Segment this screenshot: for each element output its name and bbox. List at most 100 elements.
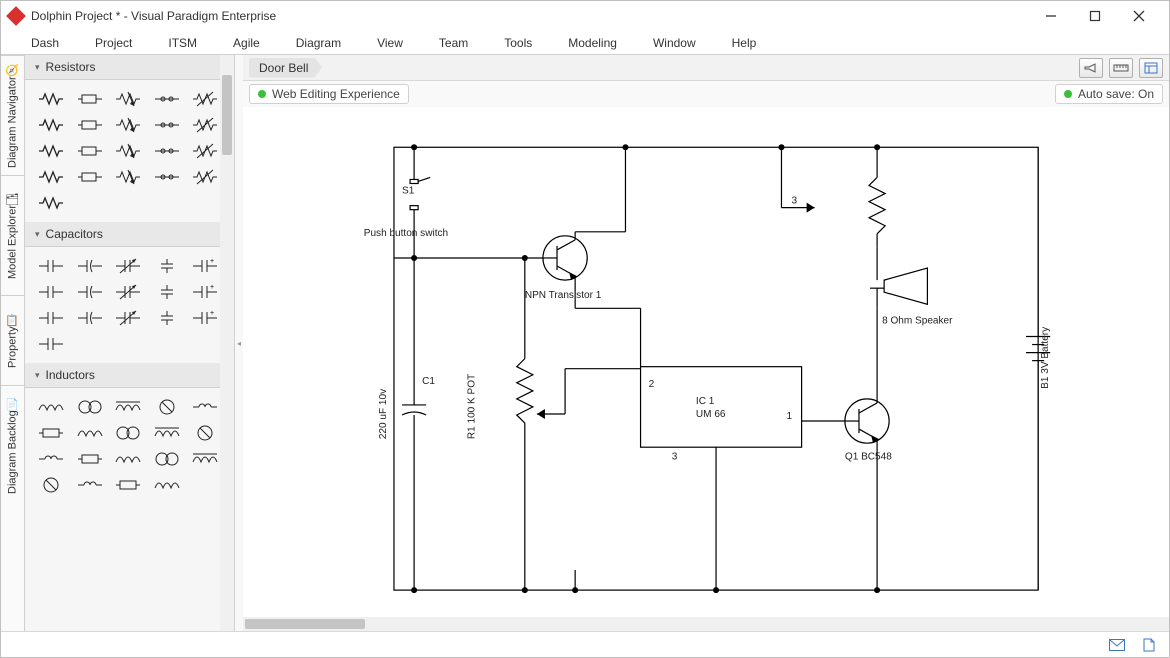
- side-tab-model-explorer[interactable]: Model Explorer 🗂: [1, 175, 24, 295]
- inductor-symbol[interactable]: [151, 448, 183, 470]
- resistor-symbol[interactable]: [189, 114, 221, 136]
- svg-text:+: +: [210, 258, 214, 265]
- resistor-symbol[interactable]: [112, 88, 144, 110]
- inductor-symbol[interactable]: [112, 474, 144, 496]
- inductor-symbol[interactable]: [189, 396, 221, 418]
- canvas-hscrollbar[interactable]: [243, 617, 1169, 631]
- splitter-handle[interactable]: [235, 55, 243, 631]
- resistor-symbol[interactable]: [151, 166, 183, 188]
- inductor-symbol[interactable]: [74, 422, 106, 444]
- inductor-symbol[interactable]: [151, 474, 183, 496]
- inductor-symbol[interactable]: [112, 422, 144, 444]
- side-tab-diagram-navigator[interactable]: Diagram Navigator 🧭: [1, 55, 24, 175]
- capacitor-symbol[interactable]: [35, 333, 67, 355]
- palette-header-capacitors[interactable]: Capacitors: [25, 222, 234, 247]
- close-button[interactable]: [1117, 2, 1161, 30]
- inductor-symbol[interactable]: [151, 422, 183, 444]
- resistor-symbol[interactable]: [151, 140, 183, 162]
- svg-text:+: +: [210, 284, 214, 291]
- resistor-symbol[interactable]: [35, 114, 67, 136]
- bottom-bar: [1, 631, 1169, 657]
- capacitor-symbol[interactable]: [151, 307, 183, 329]
- resistor-symbol[interactable]: [74, 114, 106, 136]
- resistor-symbol[interactable]: [151, 114, 183, 136]
- inductor-symbol[interactable]: [74, 448, 106, 470]
- status-left[interactable]: Web Editing Experience: [249, 84, 409, 104]
- capacitor-symbol[interactable]: [112, 281, 144, 303]
- resistor-symbol[interactable]: [35, 192, 67, 214]
- palette-header-resistors[interactable]: Resistors: [25, 55, 234, 80]
- inductor-symbol[interactable]: [35, 396, 67, 418]
- resistor-symbol[interactable]: [74, 88, 106, 110]
- inductor-symbol[interactable]: [35, 448, 67, 470]
- doc-icon[interactable]: [1141, 638, 1157, 652]
- breadcrumb-chip[interactable]: Door Bell: [249, 58, 322, 78]
- menu-view[interactable]: View: [359, 32, 421, 54]
- capacitor-symbol[interactable]: [74, 281, 106, 303]
- resistor-symbol[interactable]: [112, 114, 144, 136]
- resistor-symbol[interactable]: [112, 140, 144, 162]
- menu-help[interactable]: Help: [714, 32, 775, 54]
- capacitor-symbol[interactable]: [74, 255, 106, 277]
- menu-dash[interactable]: Dash: [13, 32, 77, 54]
- resistor-symbol[interactable]: [151, 88, 183, 110]
- diagram-canvas[interactable]: S1 Push button switch NPN Transistor 1: [243, 107, 1169, 617]
- inductor-symbol[interactable]: [74, 474, 106, 496]
- menu-tools[interactable]: Tools: [486, 32, 550, 54]
- navigator-icon: 🧭: [6, 63, 20, 77]
- palette-header-inductors[interactable]: Inductors: [25, 363, 234, 388]
- mail-icon[interactable]: [1109, 638, 1125, 652]
- side-tab-diagram-backlog[interactable]: Diagram Backlog 📄: [1, 385, 24, 505]
- resistor-symbol[interactable]: [189, 166, 221, 188]
- capacitor-symbol[interactable]: [112, 255, 144, 277]
- palette-scrollbar[interactable]: [220, 55, 234, 631]
- ruler-icon[interactable]: [1109, 58, 1133, 78]
- minimize-button[interactable]: [1029, 2, 1073, 30]
- capacitor-symbol[interactable]: +: [189, 281, 221, 303]
- resistor-symbol[interactable]: [74, 166, 106, 188]
- inductor-symbol[interactable]: [74, 396, 106, 418]
- menu-modeling[interactable]: Modeling: [550, 32, 635, 54]
- inductor-symbol[interactable]: [189, 422, 221, 444]
- resistor-symbol[interactable]: [189, 88, 221, 110]
- megaphone-icon[interactable]: [1079, 58, 1103, 78]
- capacitor-symbol[interactable]: [151, 255, 183, 277]
- inductor-symbol[interactable]: [35, 422, 67, 444]
- inductor-symbol[interactable]: [151, 396, 183, 418]
- inductor-symbol[interactable]: [189, 448, 221, 470]
- backlog-icon: 📄: [6, 397, 20, 411]
- status-right[interactable]: Auto save: On: [1055, 84, 1163, 104]
- side-tab-property[interactable]: Property 📋: [1, 295, 24, 385]
- resistor-symbol[interactable]: [189, 140, 221, 162]
- capacitor-symbol[interactable]: [74, 307, 106, 329]
- menu-diagram[interactable]: Diagram: [278, 32, 359, 54]
- inductor-symbol[interactable]: [112, 396, 144, 418]
- resistor-symbol[interactable]: [35, 88, 67, 110]
- menu-itsm[interactable]: ITSM: [150, 32, 215, 54]
- side-tabs: Diagram Navigator 🧭 Model Explorer 🗂 Pro…: [1, 55, 25, 631]
- resistor-symbol[interactable]: [74, 140, 106, 162]
- menu-team[interactable]: Team: [421, 32, 486, 54]
- capacitor-symbol[interactable]: [151, 281, 183, 303]
- menu-project[interactable]: Project: [77, 32, 150, 54]
- canvas-hscroll-thumb[interactable]: [245, 619, 365, 629]
- palette-title: Inductors: [46, 368, 95, 382]
- palette-scroll-thumb[interactable]: [222, 75, 232, 155]
- inductor-symbol[interactable]: [112, 448, 144, 470]
- resistor-symbol[interactable]: [35, 140, 67, 162]
- palette-title: Capacitors: [46, 227, 103, 241]
- inductor-symbol[interactable]: [35, 474, 67, 496]
- capacitor-symbol[interactable]: [112, 307, 144, 329]
- resistor-symbol[interactable]: [112, 166, 144, 188]
- maximize-button[interactable]: [1073, 2, 1117, 30]
- capacitor-symbol[interactable]: [35, 281, 67, 303]
- menu-agile[interactable]: Agile: [215, 32, 278, 54]
- layout-icon[interactable]: [1139, 58, 1163, 78]
- capacitor-symbol[interactable]: [35, 307, 67, 329]
- resistor-symbol[interactable]: [35, 166, 67, 188]
- capacitor-symbol[interactable]: +: [189, 255, 221, 277]
- palette-grid-capacitors: + + +: [25, 247, 234, 363]
- menu-window[interactable]: Window: [635, 32, 714, 54]
- capacitor-symbol[interactable]: [35, 255, 67, 277]
- capacitor-symbol[interactable]: +: [189, 307, 221, 329]
